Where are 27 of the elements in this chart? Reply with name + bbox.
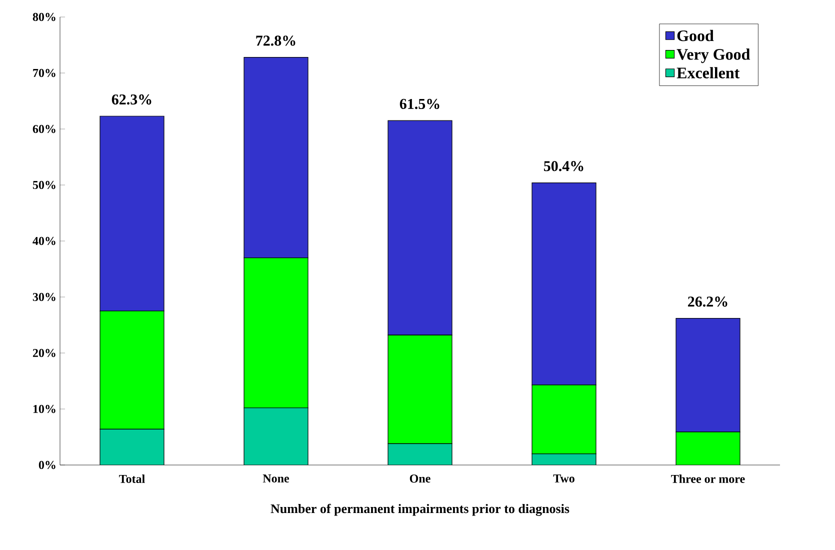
y-tick-label: 60% (32, 124, 56, 134)
total-label: 61.5% (400, 98, 440, 110)
y-tick-label: 50% (32, 180, 56, 190)
y-tick-label: 0% (38, 460, 56, 470)
x-tick-label: Total (119, 474, 145, 483)
bar (244, 408, 308, 466)
bar (388, 444, 452, 466)
total-label: 50.4% (544, 161, 584, 172)
total-label: 72.8% (256, 36, 296, 46)
x-tick-label: One (410, 474, 430, 483)
legend-label: Excellent (676, 67, 740, 78)
y-tick-label: 70% (33, 68, 56, 78)
x-tick-label: None (262, 474, 290, 483)
y-tick-label: 20% (32, 348, 56, 358)
x-tick-label: Three or more (671, 474, 745, 483)
legend-label: Very Good (676, 48, 750, 64)
y-tick-label: 10% (33, 404, 56, 414)
total-label: 62.3% (112, 94, 152, 105)
y-tick-label: 40% (32, 236, 56, 246)
bar (532, 454, 596, 466)
legend-label: Good (677, 30, 714, 42)
y-tick-label: 80% (32, 12, 56, 22)
bar (100, 429, 164, 466)
x-tick-label: Two (553, 474, 574, 483)
x-axis-title: Number of permanent impairments prior to diagnosis (270, 504, 570, 516)
y-tick-label: 30% (32, 292, 56, 302)
total-label: 26.2% (688, 296, 728, 307)
